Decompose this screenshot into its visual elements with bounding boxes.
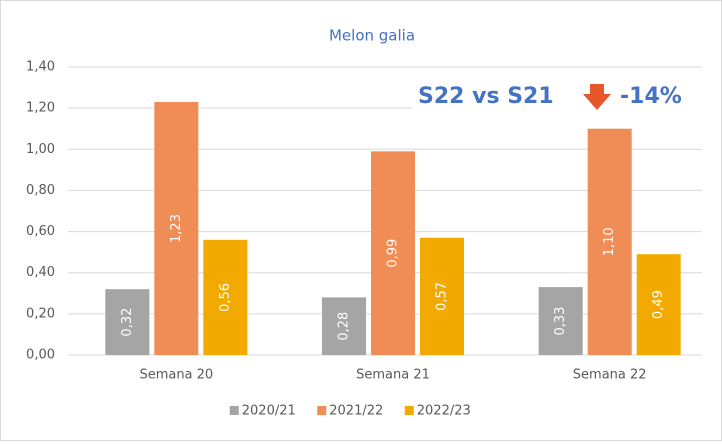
- bar: [538, 287, 583, 355]
- bar: [322, 297, 366, 355]
- y-tick-label: 1,40: [26, 60, 55, 75]
- data-label: 0,99: [386, 239, 401, 268]
- legend-label: 2020/21: [242, 404, 296, 419]
- chart-title: Melon galia: [329, 27, 415, 45]
- annotation: -14%: [620, 84, 682, 109]
- data-label: 1,10: [602, 227, 617, 256]
- legend-swatch: [229, 406, 239, 415]
- x-tick-label: Semana 21: [356, 368, 430, 383]
- y-tick-label: 0,40: [26, 265, 55, 280]
- data-label: 1,23: [169, 214, 184, 243]
- legend-label: 2022/23: [417, 404, 471, 419]
- annotation: S22 vs S21: [418, 84, 554, 109]
- data-label: 0,49: [651, 290, 666, 319]
- data-label: 0,28: [337, 312, 352, 341]
- bar: [420, 237, 464, 355]
- legend-swatch: [404, 406, 414, 415]
- y-tick-label: 0,00: [26, 348, 55, 363]
- bar: [105, 289, 150, 355]
- bar: [587, 128, 632, 355]
- down-arrow-icon: [583, 84, 611, 110]
- y-tick-label: 0,80: [26, 183, 55, 198]
- data-label: 0,33: [553, 307, 568, 336]
- bar: [203, 239, 248, 355]
- annotation-box: [412, 72, 702, 122]
- y-tick-label: 0,20: [26, 306, 55, 321]
- legend-swatch: [317, 406, 327, 415]
- bar: [371, 151, 415, 355]
- bar: [636, 254, 681, 355]
- data-label: 0,57: [435, 282, 450, 311]
- y-tick-label: 1,00: [26, 142, 55, 157]
- bar: [154, 101, 199, 355]
- data-label: 0,56: [218, 283, 233, 312]
- x-tick-label: Semana 20: [139, 368, 213, 383]
- data-label: 0,32: [120, 308, 135, 337]
- y-tick-label: 1,20: [26, 101, 55, 116]
- x-tick-label: Semana 22: [573, 368, 647, 383]
- y-tick-label: 0,60: [26, 224, 55, 239]
- legend-label: 2021/22: [329, 404, 383, 419]
